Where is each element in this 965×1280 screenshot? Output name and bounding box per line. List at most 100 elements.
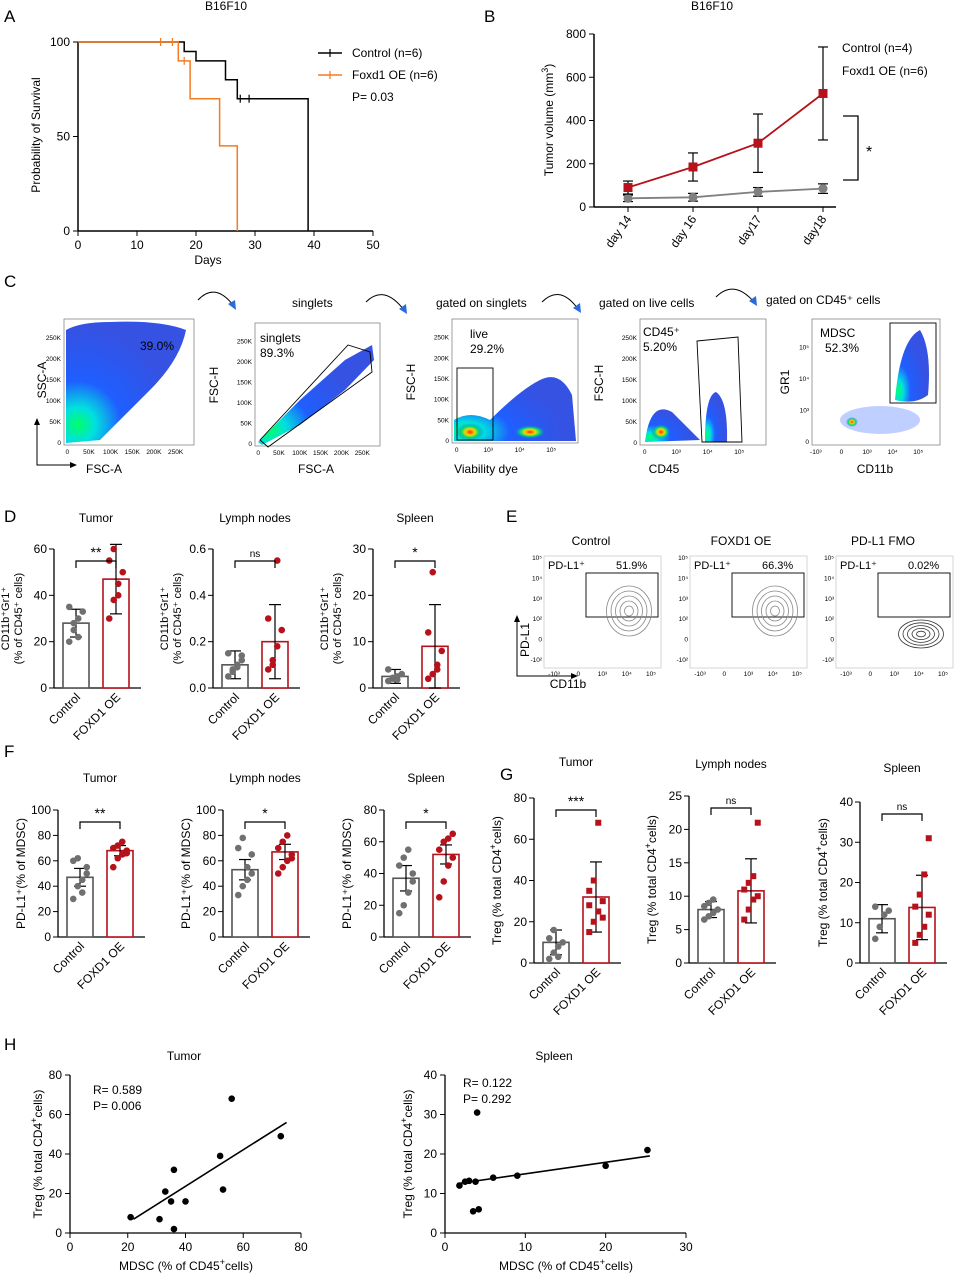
- panel-f-2-point: [404, 889, 412, 896]
- panel-b-ytick-label: 400: [566, 114, 586, 128]
- panel-h-0-point: [277, 1132, 285, 1140]
- panel-e-contour: [752, 585, 798, 637]
- panel-b-series-line: [627, 187, 824, 200]
- panel-h-0-point: [170, 1225, 178, 1233]
- flow-plot-2-xlabel: FSC-A: [298, 462, 334, 476]
- panel-h-0-xtick-label: 0: [67, 1240, 74, 1254]
- panel-d-2-ytick-label: 0: [359, 681, 366, 695]
- panel-e-ytick-label: 10³: [825, 596, 835, 603]
- panel-e-gate-label: PD-L1⁺: [840, 560, 877, 572]
- panel-e-contour: [610, 590, 648, 632]
- panel-d-0-ytick-label: 60: [34, 542, 48, 556]
- panel-f-0-sig-label: **: [95, 805, 106, 821]
- panel-a-control-curve: [78, 41, 309, 231]
- panel-g-2-ytick-label: 0: [846, 956, 853, 970]
- panel-h-1-xlabel: MDSC (% of CD45+cells): [499, 1257, 633, 1273]
- panel-letter-h: H: [4, 1035, 16, 1054]
- panel-f-0-ytick-label: 40: [38, 879, 52, 893]
- panel-d-2-point: [384, 666, 392, 673]
- panel-a-xtick-label: 40: [307, 238, 321, 252]
- panel-a-foxd1-curve: [78, 41, 239, 231]
- panel-b-xtick-label: day 14: [602, 212, 634, 250]
- flow-xtick-label: 0: [840, 449, 844, 456]
- panel-e-title-3: PD-L1 FMO: [851, 534, 915, 548]
- flow-plot-1-gate-value: 39.0%: [140, 339, 174, 353]
- panel-b-series-line: [627, 92, 824, 189]
- flow-ytick-label: 200K: [237, 359, 253, 366]
- flow-plot-3-density: [454, 377, 576, 441]
- panel-d-2-ylabel-2: (% of CD45⁺ cells): [332, 573, 344, 664]
- panel-g-0-point: [554, 943, 562, 950]
- panel-d-0-point: [79, 608, 87, 615]
- panel-g-0-point: [599, 914, 606, 921]
- panel-h-1-ytick-label: 30: [424, 1108, 438, 1122]
- flow-xtick-label: 10⁴: [888, 449, 898, 456]
- panel-f-1-point: [274, 870, 282, 877]
- panel-e-contour: [765, 600, 785, 622]
- panel-a-xlabel: Days: [194, 253, 221, 267]
- panel-f-1-point: [243, 863, 251, 871]
- flow-plot-3-hotspot-2: [514, 425, 546, 439]
- panel-g-0-ytick-label: 80: [514, 791, 528, 805]
- panel-g-0-point: [559, 939, 567, 946]
- panel-b-significance: *: [866, 144, 872, 161]
- panel-f-0-bar: [106, 849, 134, 938]
- panel-g-2-point: [912, 903, 919, 910]
- panel-d-2-category-label: Control: [365, 690, 402, 727]
- panel-f-1-point: [288, 854, 296, 862]
- flow-plot-1-arrowhead-up: [34, 418, 40, 425]
- panel-e-xtick-label: 10³: [890, 671, 900, 678]
- flow-plot-5-cluster: [840, 406, 920, 434]
- flow-xtick-label: 50K: [83, 449, 95, 456]
- panel-g-1-title: Lymph nodes: [695, 757, 767, 771]
- panel-g-0-ylabel-close: cells): [490, 816, 504, 844]
- panel-h-0-point: [167, 1198, 175, 1205]
- panel-h-1-point: [475, 1206, 483, 1213]
- flow-plot-4-gate-name: CD45⁺: [643, 325, 680, 339]
- panel-f-1-point: [234, 891, 242, 899]
- panel-a-ytick-label: 50: [57, 130, 71, 144]
- panel-g-0-category-label: Control: [526, 965, 563, 1002]
- panel-d-1-point: [273, 643, 281, 650]
- flow-ytick-label: 0: [445, 438, 449, 445]
- panel-b-point: [753, 187, 763, 197]
- panel-g-1-chart: Lymph nodes 0 5 10 15 20 25 Treg (% total CD4+c…: [643, 757, 776, 1018]
- panel-b-legend-control: Control (n=4): [842, 41, 912, 55]
- panel-d-1-sig-label: ns: [250, 549, 261, 560]
- flow-ytick-label: 50K: [240, 420, 252, 427]
- panel-e-xtick-label: 10⁴: [622, 671, 632, 678]
- flow-xtick-label: 10³: [484, 447, 494, 454]
- panel-e-title-2: FOXD1 OE: [711, 534, 772, 548]
- panel-e-xtick-label: 10⁴: [768, 671, 778, 678]
- panel-g-2-sig-label: ns: [897, 802, 908, 813]
- panel-g-2-point: [916, 891, 923, 898]
- panel-e-contour: [902, 622, 940, 646]
- panel-f-1-point: [283, 832, 291, 839]
- panel-c-arrow-4: [715, 288, 755, 303]
- panel-h-1-xtick-label: 10: [519, 1240, 533, 1254]
- panel-h-1-point: [602, 1162, 609, 1170]
- panel-d-0-ytick-label: 0: [40, 681, 47, 695]
- panel-e-contour: [911, 628, 931, 641]
- panel-h-0-ytick-label: 60: [49, 1108, 63, 1122]
- panel-h-1-ytick-label: 40: [424, 1068, 438, 1082]
- flow-plot-4-gate-value: 5.20%: [643, 340, 677, 354]
- flow-xtick-label: 150K: [125, 449, 141, 456]
- panel-d-0-point: [70, 619, 78, 627]
- panel-g-2-ylabel-sup: +: [814, 846, 824, 851]
- panel-h-0-ytick-label: 80: [49, 1068, 63, 1082]
- panel-g-1-ylabel: Treg (% total CD4+cells): [643, 815, 659, 944]
- panel-f-1-point: [279, 863, 287, 871]
- panel-d-1-point: [238, 656, 246, 664]
- flow-plot-3-xlabel: Viability dye: [454, 462, 518, 476]
- panel-e-gate-label: PD-L1⁺: [548, 560, 585, 572]
- panel-f-2-ytick-label: 20: [364, 898, 378, 912]
- flow-xtick-label: 0: [256, 450, 260, 457]
- panel-e-xtick-label: 10⁵: [938, 671, 948, 678]
- panel-f-1-bar: [271, 851, 299, 938]
- flow-ytick-label: 50K: [437, 417, 449, 424]
- panel-b-ylabel-main: Tumor volume (mm: [542, 73, 556, 177]
- panel-e-xtick-label: 10⁵: [792, 671, 802, 678]
